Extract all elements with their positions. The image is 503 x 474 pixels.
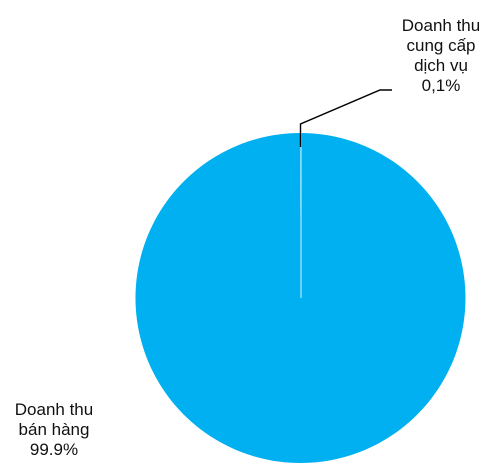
pie-slice-ban-hang [135, 133, 466, 463]
label-line: dịch vụ [414, 56, 468, 75]
data-label-cung-cap-dich-vu: Doanh thu cung cấp dịch vụ 0,1% [383, 16, 499, 96]
label-line: bán hàng [18, 420, 90, 439]
label-line: cung cấp [406, 36, 476, 55]
data-label-ban-hang: Doanh thu bán hàng 99.9% [0, 400, 108, 460]
label-line: Doanh thu [14, 400, 94, 419]
label-line: Doanh thu [401, 16, 481, 35]
leader-line-dich-vu [299, 89, 392, 147]
label-value: 99.9% [29, 440, 79, 459]
label-value: 0,1% [421, 76, 461, 95]
